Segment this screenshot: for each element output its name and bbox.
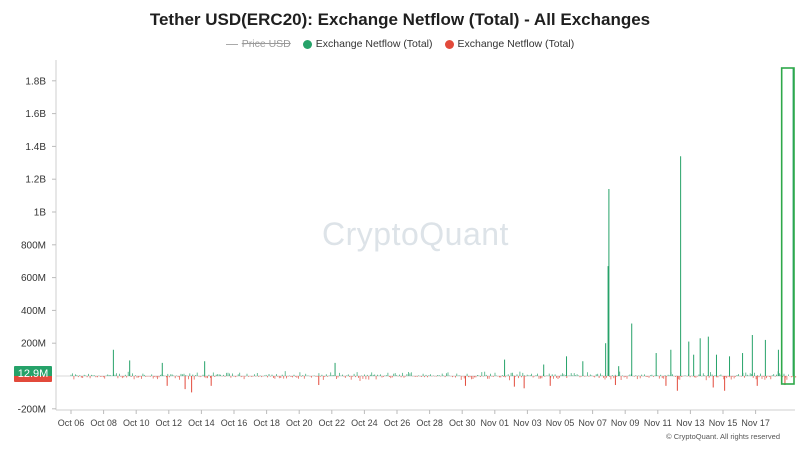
x-tick-label: Nov 03 [513,418,542,428]
y-tick-label: 1B [34,208,47,219]
y-tick-label: -200M [18,404,46,415]
x-tick-label: Oct 16 [221,418,248,428]
x-tick-label: Oct 22 [319,418,346,428]
x-tick-label: Oct 06 [58,418,85,428]
y-tick-label: 800M [21,240,46,251]
chart-legend: Price USD Exchange Netflow (Total) Excha… [0,38,800,50]
x-tick-label: Oct 18 [253,418,280,428]
highlight-box [780,67,795,385]
y-tick-label: 600M [21,273,46,284]
x-tick-label: Oct 30 [449,418,476,428]
x-tick-label: Nov 11 [644,418,672,428]
legend-item-price-usd[interactable]: Price USD [225,38,291,50]
x-tick-label: Nov 01 [481,418,510,428]
legend-dot-red-icon [444,39,454,49]
x-tick-label: Nov 07 [578,418,607,428]
y-tick-label: 200M [21,339,46,350]
x-tick-label: Nov 05 [546,418,575,428]
y-tick-label: 1.8B [25,76,46,87]
x-tick-label: Oct 28 [416,418,443,428]
x-tick-label: Nov 09 [611,418,640,428]
chart-title: Tether USD(ERC20): Exchange Netflow (Tot… [149,10,651,29]
x-tick-label: Oct 26 [384,418,411,428]
chart-overlay [780,67,795,385]
legend-item-netflow-negative[interactable]: Exchange Netflow (Total) [444,38,575,50]
chart-bars [70,67,797,393]
x-tick-label: Oct 24 [351,418,378,428]
legend-item-netflow-positive[interactable]: Exchange Netflow (Total) [302,38,433,50]
legend-dot-green-icon [302,39,312,49]
y-tick-label: 1.4B [25,142,46,153]
y-axis: 1.8B 1.6B 1.4B 1.2B 1B 800M 600M 400M 200M -200M [18,60,57,415]
x-tick-label: Oct 10 [123,418,150,428]
x-tick-label: Oct 12 [156,418,183,428]
legend-label-netflow-positive: Exchange Netflow (Total) [315,38,433,50]
x-tick-label: Nov 15 [709,418,738,428]
x-tick-label: Nov 13 [676,418,705,428]
x-tick-label: Nov 17 [741,418,770,428]
x-tick-label: Oct 08 [90,418,117,428]
watermark-text: CryptoQuant [322,216,509,252]
y-tick-label: 1.6B [25,109,46,120]
y-tick-label: 1.2B [25,175,46,186]
copyright-credit: © CryptoQuant. All rights reserved [666,432,780,441]
legend-label-netflow-negative: Exchange Netflow (Total) [457,38,575,50]
x-tick-label: Oct 14 [188,418,215,428]
y-tick-label: 400M [21,306,46,317]
legend-label-price-usd: Price USD [241,38,291,50]
current-value-badge: 12.9M [14,365,52,382]
legend-line-icon [225,43,238,45]
x-tick-label: Oct 20 [286,418,313,428]
x-axis: Oct 06 Oct 08 Oct 10 Oct 12 Oct 14 Oct 16 Oct … [56,409,795,428]
